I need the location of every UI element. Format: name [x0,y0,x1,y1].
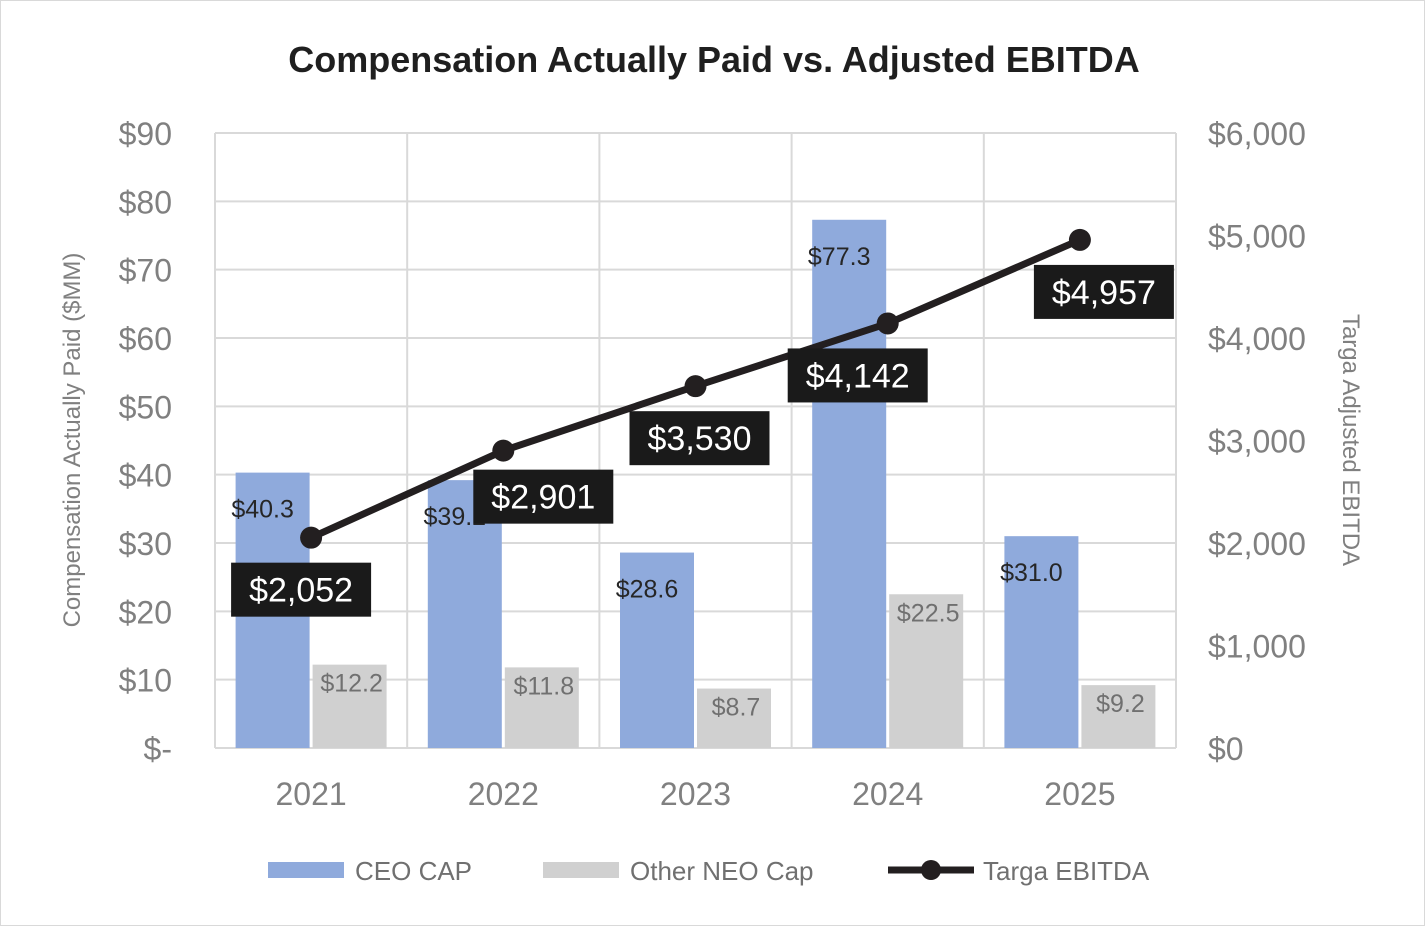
y2-axis-title: Targa Adjusted EBITDA [1337,314,1364,566]
other-neo-bar [889,594,964,748]
data-labels: $40.3$12.2$39.2$11.8$28.6$8.7$77.3$22.5$… [231,243,1174,722]
ebitda-marker [1068,228,1091,251]
y-tick-label: $70 [119,253,172,289]
ebitda-label: $4,957 [1052,274,1156,312]
y-tick-label: $30 [119,526,172,562]
ebitda-label-box [473,469,614,524]
x-tick-label: 2024 [852,776,923,812]
ebitda-label: $4,142 [806,357,910,395]
left-axis: $- $10 $20 $30 $40 $50 $60 $70 $80 $90 [119,116,172,767]
y2-tick-label: $0 [1208,731,1244,767]
x-tick-label: 2021 [276,776,347,812]
ceo-cap-label: $40.3 [231,496,294,524]
legend-label-ebitda: Targa EBITDA [983,856,1150,886]
legend-label-ceo: CEO CAP [355,856,472,886]
other-neo-label: $22.5 [897,599,960,627]
right-axis: $0 $1,000 $2,000 $3,000 $4,000 $5,000 $6,000 [1208,116,1306,767]
y2-tick-label: $5,000 [1208,219,1306,255]
other-neo-bar [504,667,579,748]
x-tick-label: 2022 [468,776,539,812]
ebitda-label: $2,901 [491,479,595,517]
y-tick-label: $60 [119,321,172,357]
x-tick-label: 2023 [660,776,731,812]
ebitda-label-box [231,562,372,617]
legend-label-neo: Other NEO Cap [630,856,814,886]
ebitda-label: $3,530 [648,420,752,458]
y2-tick-label: $6,000 [1208,116,1306,152]
legend: CEO CAP Other NEO Cap Targa EBITDA [268,856,1150,886]
y-tick-label: $80 [119,184,172,220]
ceo-cap-bar [812,219,887,749]
ceo-cap-bar [427,480,502,748]
other-neo-bar [1081,685,1156,748]
other-neo-bar [312,664,387,748]
x-axis: 2021 2022 2023 2024 2025 [276,776,1116,812]
ebitda-label: $2,052 [249,572,353,610]
y-tick-label: $20 [119,594,172,630]
ceo-cap-label: $77.3 [808,243,871,271]
ebitda-label-box [1033,264,1174,319]
other-neo-label: $11.8 [513,672,574,700]
x-tick-label: 2025 [1044,776,1115,812]
other-neo-bar [697,688,771,748]
ebitda-label-box [629,411,770,466]
y2-tick-label: $4,000 [1208,321,1306,357]
other-neo-label: $9.2 [1096,690,1145,718]
legend-marker-ebitda [921,860,941,880]
ebitda-marker [684,375,707,398]
chart-title: Compensation Actually Paid vs. Adjusted … [288,39,1139,80]
legend-swatch-ceo [268,862,344,878]
y-tick-label: $50 [119,389,172,425]
y-tick-label: $90 [119,116,172,152]
other-neo-label: $12.2 [320,670,383,698]
y-tick-label: $10 [119,663,172,699]
ebitda-marker [876,312,899,335]
y-tick-label: $- [144,731,172,767]
y-axis-title: Compensation Actually Paid ($MM) [59,253,86,628]
ebitda-line [300,228,1091,549]
ebitda-label-box [787,348,928,403]
ceo-cap-bar [1004,536,1079,748]
y2-tick-label: $2,000 [1208,526,1306,562]
ebitda-marker [300,526,323,549]
y-tick-label: $40 [119,458,172,494]
y2-tick-label: $3,000 [1208,424,1306,460]
ceo-cap-bar [620,552,694,748]
ceo-cap-label: $28.6 [616,576,679,604]
legend-swatch-neo [543,862,619,878]
ebitda-marker [492,439,515,462]
ceo-cap-label: $31.0 [1000,559,1063,587]
y2-tick-label: $1,000 [1208,629,1306,665]
other-neo-label: $8.7 [712,694,761,722]
bars [235,219,1156,749]
